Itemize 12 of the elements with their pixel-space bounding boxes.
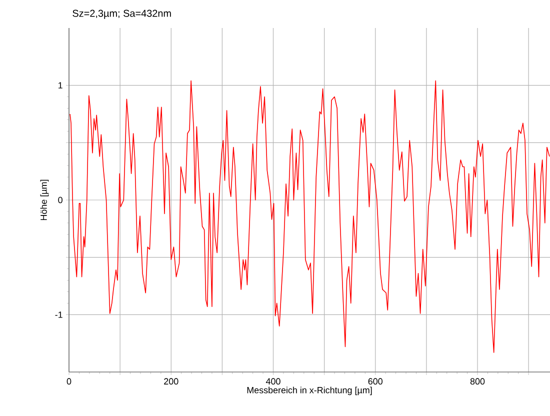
y-axis-title: Höhe [µm] <box>40 180 49 220</box>
chart-title: Sz=2,3µm; Sa=432nm <box>72 10 171 19</box>
x-axis-title: Messbereich in x-Richtung [µm] <box>247 386 372 396</box>
x-tick-label: 600 <box>368 378 383 385</box>
y-tick-label: 0 <box>58 196 62 204</box>
x-tick-label: 0 <box>66 378 72 385</box>
x-tick-label: 200 <box>164 378 178 385</box>
line-series <box>70 80 550 353</box>
y-tick-label: -1 <box>55 312 62 318</box>
y-tick-label: 1 <box>58 82 62 88</box>
x-tick-label: 400 <box>266 378 280 385</box>
x-tick-label: 800 <box>470 378 485 385</box>
